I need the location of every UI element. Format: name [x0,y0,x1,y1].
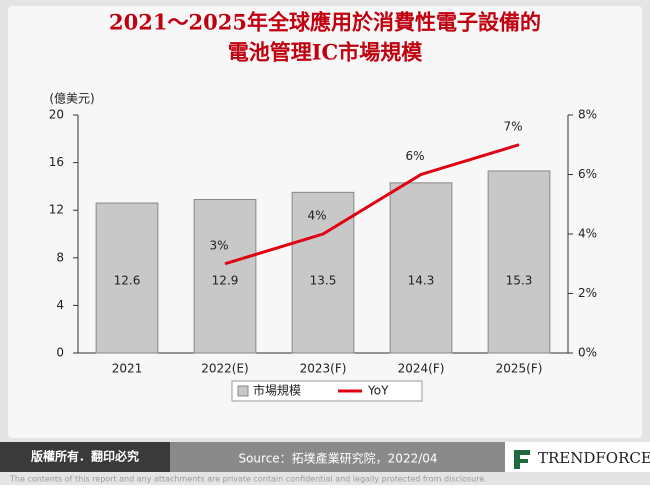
logo-icon [514,450,530,469]
y2-tick-label: 6% [578,167,597,181]
y2-tick-label: 4% [578,227,597,241]
y-tick-label: 0 [56,346,64,360]
yoy-line [224,143,520,266]
x-tick-label: 2022(E) [201,362,248,376]
legend-label: YoY [367,384,389,398]
chart-title: 2021～2025年全球應用於消費性電子設備的 [109,10,541,35]
bar-value-label: 15.3 [506,274,533,288]
brand: TRENDFORCE [538,449,650,467]
chart-subtitle: 電池管理IC市場規模 [228,40,424,65]
bar-value-label: 14.3 [408,274,435,288]
bar [95,202,159,354]
line-value-label: 7% [503,119,522,133]
bar [193,198,257,354]
y-axis-label: (億美元) [49,92,94,106]
bar-value-label: 12.6 [114,274,141,288]
copyright: 版權所有．翻印必究 [31,449,139,464]
y2-tick-label: 0% [578,346,597,360]
footer-left [0,442,170,472]
legend-label: 市場規模 [253,383,301,398]
y2-tick-label: 2% [578,286,597,300]
y-tick-label: 16 [49,155,64,169]
legend-swatch [237,385,249,397]
line-value-label: 3% [209,238,228,252]
x-tick-label: 2025(F) [496,362,543,376]
bar [487,170,551,354]
bar [291,191,355,354]
bar-value-label: 12.9 [212,274,239,288]
y-tick-label: 8 [56,250,64,264]
disclaimer: The contents of this report and any atta… [9,475,487,484]
source: Source：拓墣產業研究院，2022/04 [238,451,437,466]
line-value-label: 4% [307,209,326,223]
legend-box [231,380,423,402]
y-tick-label: 20 [49,108,64,122]
x-tick-label: 2024(F) [398,362,445,376]
bar [389,182,453,354]
x-tick-label: 2021 [112,362,143,376]
y-tick-label: 4 [56,298,64,312]
x-tick-label: 2023(F) [300,362,347,376]
footer-logo-bg [505,442,650,472]
bar-value-label: 13.5 [310,274,337,288]
y2-tick-label: 8% [578,108,597,122]
y-tick-label: 12 [49,203,64,217]
line-value-label: 6% [405,149,424,163]
